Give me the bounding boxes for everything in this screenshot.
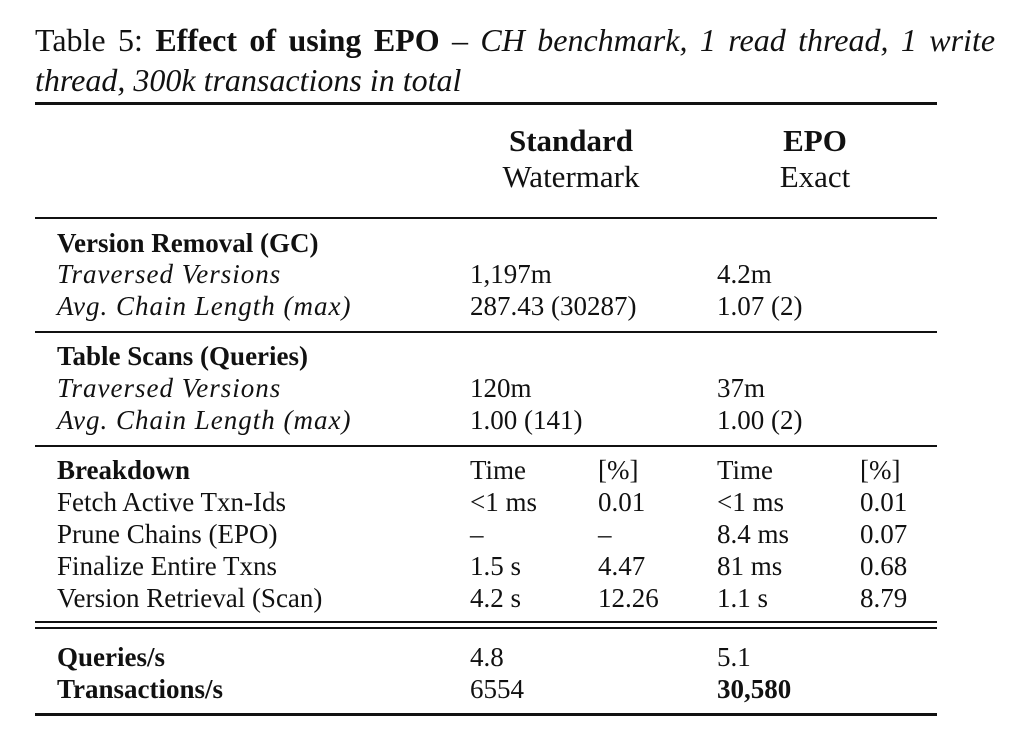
rule bbox=[35, 331, 937, 333]
row-label: Queries/s bbox=[57, 642, 165, 672]
cell: 37m bbox=[717, 373, 766, 403]
cell: 0.01 bbox=[860, 487, 908, 517]
cell: 0.07 bbox=[860, 519, 908, 549]
caption-label: Table 5: bbox=[35, 22, 143, 58]
cell: 4.47 bbox=[598, 551, 646, 581]
row-label: Avg. Chain Length (max) bbox=[57, 405, 352, 435]
cell: 120m bbox=[470, 373, 532, 403]
row-label: Transactions/s bbox=[57, 674, 224, 704]
cell: 0.68 bbox=[860, 551, 908, 581]
cell: 1.00 (141) bbox=[470, 405, 583, 435]
rule bbox=[35, 621, 937, 623]
caption-dash: – bbox=[452, 22, 469, 58]
cell: 12.26 bbox=[598, 583, 659, 613]
cell: 8.4 ms bbox=[717, 519, 790, 549]
row-label: Finalize Entire Txns bbox=[57, 551, 277, 581]
cell: 1.00 (2) bbox=[717, 405, 803, 435]
cell: 1.1 s bbox=[717, 583, 769, 613]
column-header: Exact bbox=[779, 159, 851, 194]
rule bbox=[35, 627, 937, 629]
bottom-rule bbox=[35, 713, 937, 716]
rule bbox=[35, 217, 937, 219]
cell: 5.1 bbox=[717, 642, 751, 672]
row-label: Fetch Active Txn-Ids bbox=[57, 487, 286, 517]
section-title: Version Removal (GC) bbox=[57, 228, 319, 258]
subheader: Time bbox=[717, 455, 774, 485]
column-header: Standard bbox=[508, 123, 634, 158]
subheader: [%] bbox=[860, 455, 901, 485]
cell: <1 ms bbox=[470, 487, 537, 517]
column-header: EPO bbox=[783, 123, 847, 158]
row-label: Prune Chains (EPO) bbox=[57, 519, 278, 549]
cell: 4.2 s bbox=[470, 583, 522, 613]
caption-title: Effect of using EPO bbox=[155, 22, 440, 58]
cell: 8.79 bbox=[860, 583, 908, 613]
column-header: Watermark bbox=[502, 159, 640, 194]
row-label: Avg. Chain Length (max) bbox=[57, 291, 352, 321]
cell: 81 ms bbox=[717, 551, 783, 581]
rule bbox=[35, 445, 937, 447]
cell: 1.5 s bbox=[470, 551, 522, 581]
row-label: Version Retrieval (Scan) bbox=[57, 583, 323, 613]
cell: – bbox=[470, 519, 484, 549]
cell: <1 ms bbox=[717, 487, 784, 517]
subheader: Time bbox=[470, 455, 527, 485]
cell: 4.2m bbox=[717, 259, 772, 289]
top-rule bbox=[35, 102, 937, 105]
cell: 1.07 (2) bbox=[717, 291, 803, 321]
cell: 0.01 bbox=[598, 487, 646, 517]
caption: Table 5: Effect of using EPO – CH benchm… bbox=[35, 20, 995, 100]
subheader: [%] bbox=[598, 455, 639, 485]
cell: – bbox=[598, 519, 612, 549]
row-label: Traversed Versions bbox=[57, 259, 282, 289]
cell: 4.8 bbox=[470, 642, 504, 672]
cell: 6554 bbox=[470, 674, 524, 704]
row-label: Traversed Versions bbox=[57, 373, 282, 403]
cell: 30,580 bbox=[717, 674, 792, 704]
section-title: Breakdown bbox=[57, 455, 191, 485]
section-title: Table Scans (Queries) bbox=[57, 341, 309, 371]
caption-description: CH benchmark, 1 read thread, 1 write thr… bbox=[35, 22, 996, 98]
cell: 287.43 (30287) bbox=[470, 291, 637, 321]
cell: 1,197m bbox=[470, 259, 552, 289]
